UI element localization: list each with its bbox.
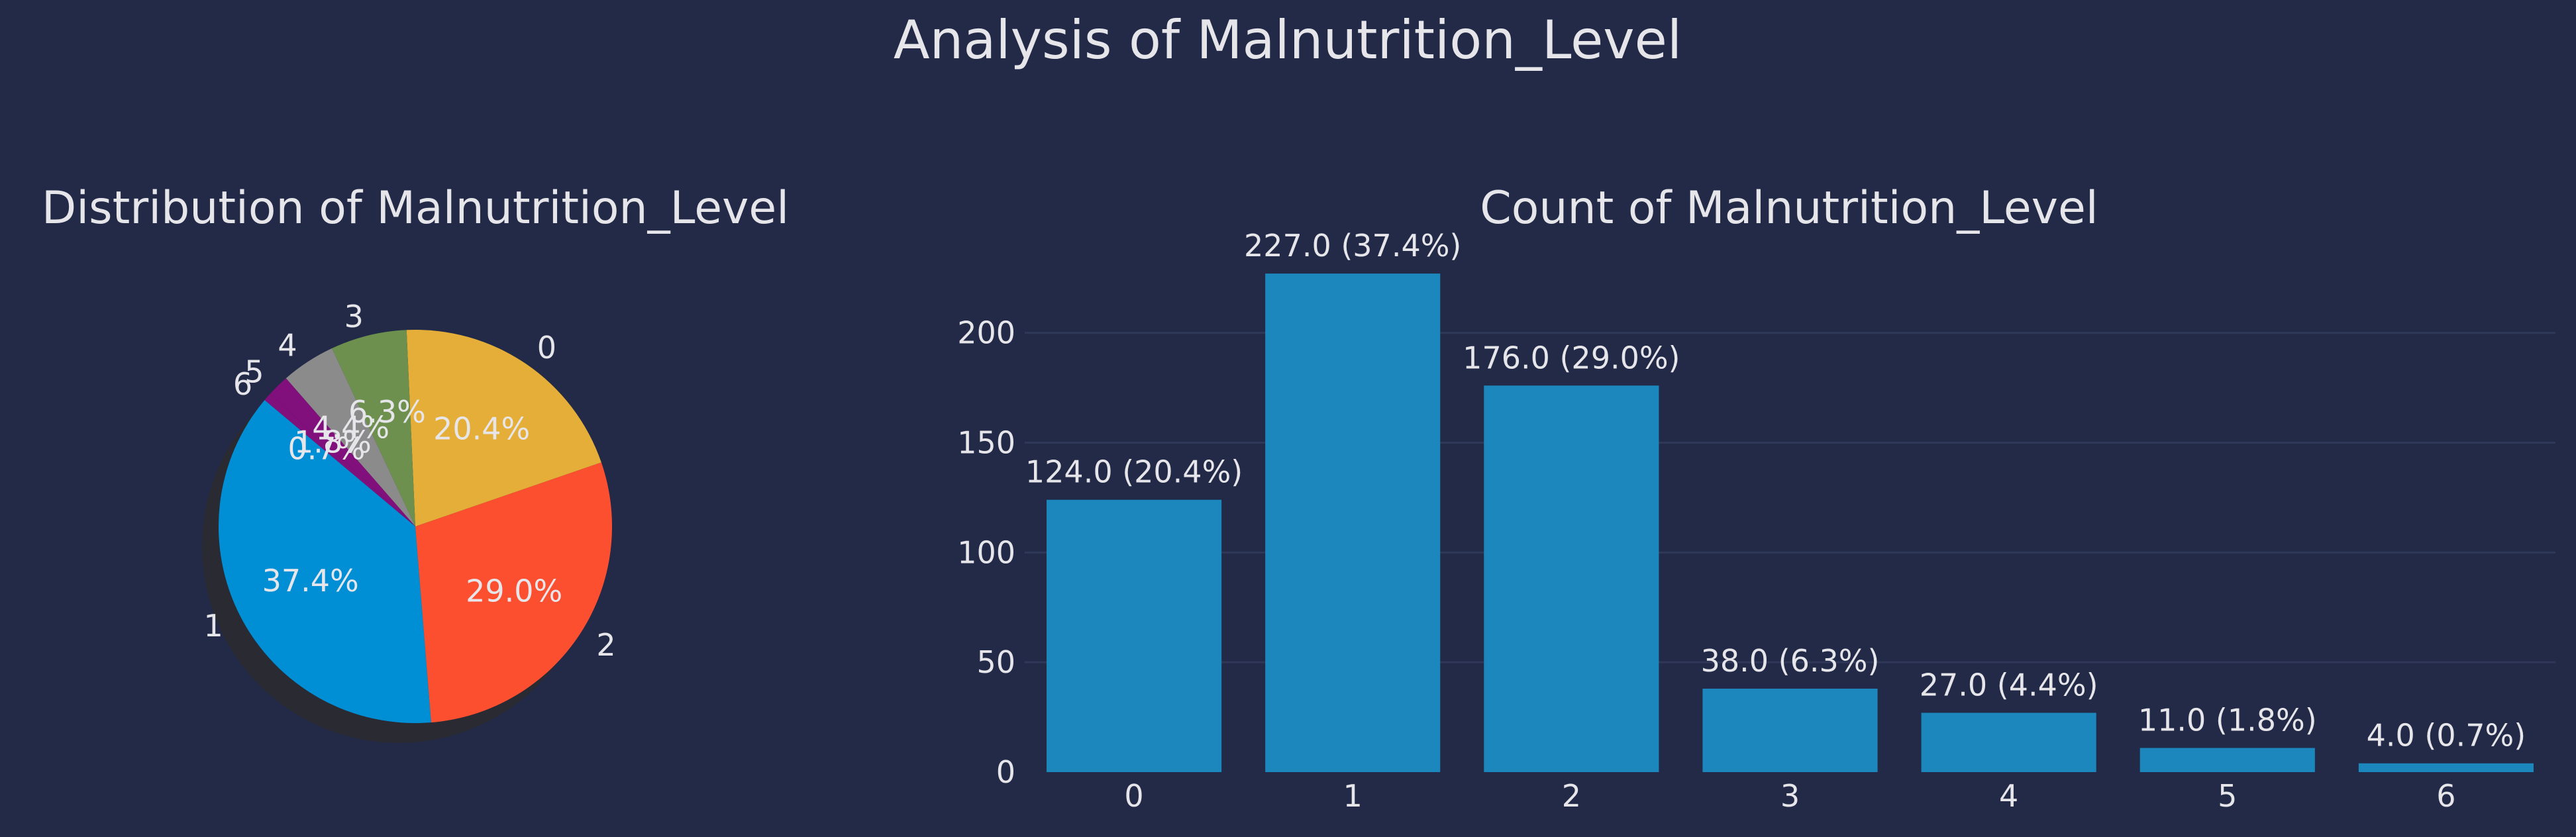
pie-category-label-2: 2: [596, 627, 615, 663]
pie-category-label-4: 4: [278, 327, 297, 363]
bar-x-tick-6: 6: [2436, 778, 2455, 814]
bar-value-label-1: 227.0 (37.4%): [1244, 228, 1461, 264]
pie-slice-3: [332, 330, 415, 526]
pie-slices: [219, 330, 612, 724]
pie-pct-label-1: 37.4%: [262, 563, 359, 599]
bar-y-tick-200: 200: [957, 315, 1015, 351]
pie-pct-label-5: 1.8%: [294, 424, 372, 460]
pie-slice-0: [406, 330, 601, 526]
pie-slice-6: [264, 393, 415, 526]
pie-slice-2: [415, 462, 612, 723]
bar-y-tick-50: 50: [976, 644, 1015, 680]
bar-x-tick-1: 1: [1343, 778, 1363, 814]
pie-chart-title: Distribution of Malnutrition_Level: [42, 182, 789, 234]
bar-value-label-0: 124.0 (20.4%): [1025, 454, 1243, 490]
pie-slice-1: [219, 400, 431, 724]
bar-chart: Count of Malnutrition_Level 050100150200…: [957, 182, 2555, 814]
pie-chart: Distribution of Malnutrition_Level 37.4%…: [42, 182, 789, 743]
bar-2: [1484, 385, 1659, 772]
pie-pct-label-4: 4.4%: [312, 410, 389, 446]
pie-category-label-5: 5: [244, 354, 264, 389]
bar-3: [1702, 688, 1878, 772]
pie-category-label-1: 1: [203, 608, 223, 644]
bar-x-tick-labels: 0 1 2 3 4 5 6: [1124, 778, 2455, 814]
bar-5: [2139, 748, 2315, 772]
pie-pct-label-0: 20.4%: [433, 411, 530, 447]
bar-value-label-6: 4.0 (0.7%): [2367, 718, 2526, 754]
bar-value-label-5: 11.0 (1.8%): [2138, 703, 2317, 738]
bar-y-tick-100: 100: [957, 534, 1015, 570]
figure-title: Analysis of Malnutrition_Level: [894, 9, 1682, 71]
bar-y-tick-labels: 0 50 100 150 200: [957, 315, 1015, 790]
pie-pct-label-2: 29.0%: [466, 573, 562, 609]
bar-x-tick-5: 5: [2218, 778, 2237, 814]
bar-x-tick-2: 2: [1562, 778, 1581, 814]
bar-6: [2358, 763, 2534, 772]
pie-pct-label-6: 0.7%: [287, 431, 365, 467]
pie-labels: 37.4% 1 29.0% 2 20.4% 0 6.3% 3 4.4% 4 1.8% 5 0.7% 6: [203, 299, 615, 663]
bar-4: [1921, 713, 2096, 772]
bar-1: [1265, 273, 1441, 772]
bar-value-label-4: 27.0 (4.4%): [1920, 667, 2098, 703]
bar-y-tick-150: 150: [957, 425, 1015, 461]
pie-pct-label-3: 6.3%: [348, 394, 426, 430]
pie-category-label-3: 3: [344, 299, 364, 334]
bar-bars: [1047, 273, 2534, 772]
bar-value-label-2: 176.0 (29.0%): [1463, 340, 1680, 375]
bar-chart-title: Count of Malnutrition_Level: [1480, 182, 2098, 234]
pie-category-label-0: 0: [537, 330, 556, 366]
bar-x-tick-3: 3: [1780, 778, 1800, 814]
pie-slice-5: [270, 378, 415, 526]
bar-value-labels: 124.0 (20.4%) 227.0 (37.4%) 176.0 (29.0%) 3…: [1025, 228, 2526, 754]
bar-x-tick-0: 0: [1124, 778, 1143, 814]
bar-x-tick-4: 4: [1999, 778, 2018, 814]
pie-slice-4: [285, 348, 415, 526]
pie-category-label-6: 6: [233, 366, 252, 402]
bar-y-tick-0: 0: [996, 754, 1015, 790]
bar-0: [1047, 499, 1222, 772]
bar-value-label-3: 38.0 (6.3%): [1701, 643, 1880, 679]
